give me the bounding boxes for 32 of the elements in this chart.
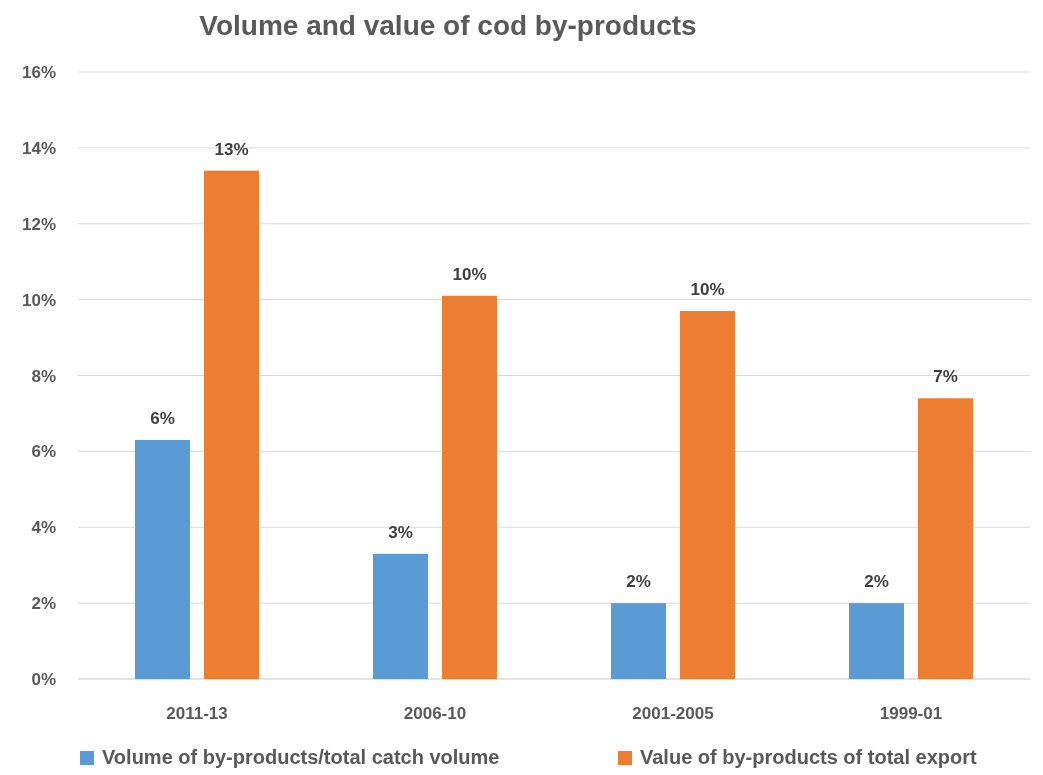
x-tick-label: 2006-10 [403, 704, 467, 723]
data-label: 2% [864, 572, 889, 592]
bar [918, 398, 973, 679]
x-tick-label: 2001-2005 [632, 704, 714, 723]
data-label: 2% [626, 572, 651, 592]
data-label: 10% [452, 264, 487, 284]
bar [849, 603, 904, 679]
legend-label: Volume of by-products/total catch volume [102, 746, 500, 768]
y-tick-label: 2% [31, 594, 56, 614]
bar [373, 553, 428, 679]
x-tick-label: 1999-01 [879, 704, 943, 723]
y-tick-label: 14% [21, 138, 56, 158]
y-tick-label: 10% [21, 290, 56, 310]
data-label: 7% [933, 367, 958, 387]
legend-label: Value of by-products of total export [640, 746, 978, 768]
y-tick-label: 12% [21, 214, 56, 234]
bar [442, 295, 497, 679]
data-label: 6% [150, 408, 175, 428]
bar [611, 603, 666, 679]
y-tick-label: 4% [31, 518, 56, 538]
y-tick-label: 8% [31, 366, 56, 386]
data-label: 10% [690, 280, 725, 300]
data-label: 3% [388, 522, 413, 542]
y-tick-label: 16% [21, 63, 56, 82]
bar [680, 311, 735, 679]
y-tick-label: 0% [31, 670, 56, 689]
bar [135, 439, 190, 679]
x-tick-label: 2011-13 [166, 704, 228, 723]
bar [204, 170, 259, 679]
y-tick-label: 6% [31, 442, 56, 462]
chart-title: Volume and value of cod by-products [199, 10, 697, 41]
data-label: 13% [214, 139, 249, 159]
